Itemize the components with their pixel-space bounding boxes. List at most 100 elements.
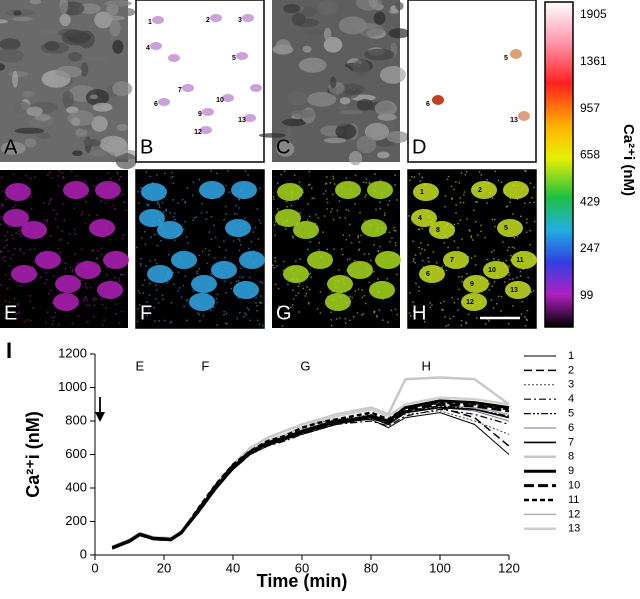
speckle — [167, 253, 170, 256]
texture — [395, 1, 404, 11]
speckle — [160, 239, 162, 242]
texture — [84, 56, 109, 61]
speckle — [50, 235, 52, 237]
speckle — [526, 309, 529, 312]
speckle — [223, 219, 225, 221]
speckle — [309, 288, 311, 291]
speckle — [80, 248, 83, 251]
speckle — [361, 289, 363, 291]
speckle — [259, 281, 261, 283]
speckle — [394, 174, 396, 177]
speckle — [500, 310, 502, 312]
speckle — [2, 205, 5, 207]
speckle — [186, 299, 189, 301]
speckle — [444, 265, 447, 267]
speckle — [301, 188, 304, 191]
speckle — [525, 318, 528, 321]
cell-label: 6 — [426, 101, 430, 108]
cell — [432, 95, 444, 105]
speckle — [409, 291, 411, 294]
speckle — [345, 209, 348, 211]
speckle — [227, 170, 229, 172]
texture — [298, 57, 327, 73]
speckle — [441, 266, 443, 268]
speckle — [273, 198, 275, 201]
speckle — [50, 198, 53, 200]
speckle — [67, 242, 69, 244]
speckle — [259, 187, 261, 190]
speckle — [292, 236, 295, 239]
speckle — [307, 248, 309, 251]
speckle — [469, 230, 471, 232]
texture — [285, 126, 292, 144]
panel-label: H — [412, 302, 426, 324]
speckle — [71, 170, 73, 173]
speckle — [254, 226, 257, 229]
speckle — [96, 214, 98, 216]
speckle — [364, 196, 367, 199]
speckle — [198, 254, 201, 257]
speckle — [292, 298, 295, 300]
image-panel — [407, 0, 537, 163]
speckle — [210, 273, 212, 275]
speckle — [56, 226, 59, 229]
speckle — [223, 314, 225, 316]
cell — [461, 293, 487, 311]
speckle — [32, 307, 35, 310]
speckle — [113, 277, 116, 279]
speckle — [225, 312, 227, 315]
texture — [388, 28, 410, 39]
speckle — [192, 219, 194, 221]
speckle — [216, 324, 218, 326]
speckle — [527, 276, 529, 279]
speckle — [116, 173, 119, 175]
speckle — [348, 234, 351, 237]
speckle — [350, 242, 353, 244]
speckle — [90, 287, 92, 289]
speckle — [304, 295, 307, 297]
speckle — [192, 181, 195, 184]
speckle — [418, 290, 420, 292]
texture — [80, 62, 89, 77]
cell — [97, 281, 123, 299]
speckle — [272, 196, 275, 198]
speckle — [196, 272, 198, 275]
speckle — [92, 299, 95, 302]
speckle — [424, 320, 426, 323]
speckle — [183, 228, 185, 231]
speckle — [154, 320, 156, 322]
speckle — [500, 181, 503, 183]
colorbar-label: Ca²⁺i (nM) — [620, 124, 637, 196]
speckle — [396, 313, 399, 316]
speckle — [58, 239, 61, 241]
cell — [75, 261, 101, 279]
speckle — [6, 231, 9, 233]
speckle — [467, 256, 470, 258]
speckle — [533, 201, 536, 203]
speckle — [309, 183, 311, 186]
speckle — [410, 315, 412, 317]
colorbar — [544, 1, 574, 328]
speckle — [146, 314, 148, 317]
speckle — [322, 231, 324, 234]
texture — [339, 97, 351, 105]
speckle — [452, 315, 455, 318]
cell — [510, 49, 522, 59]
legend-label: 1 — [568, 350, 574, 362]
speckle — [2, 189, 4, 192]
speckle — [95, 257, 98, 259]
x-tick-label: 60 — [295, 560, 309, 575]
texture — [13, 10, 22, 16]
speckle — [1, 257, 4, 259]
speckle — [326, 208, 328, 210]
colorbar-tick-label: 1361 — [580, 54, 607, 68]
speckle — [412, 310, 415, 312]
speckle — [494, 225, 496, 228]
texture — [302, 45, 312, 53]
y-axis-label: Ca²⁺i (nM) — [23, 411, 43, 497]
speckle — [506, 249, 509, 252]
speckle — [421, 176, 424, 179]
speckle — [49, 200, 51, 203]
speckle — [32, 265, 34, 268]
cell — [471, 181, 497, 199]
